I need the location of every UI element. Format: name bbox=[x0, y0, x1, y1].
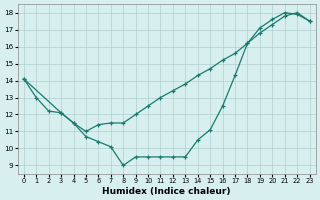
X-axis label: Humidex (Indice chaleur): Humidex (Indice chaleur) bbox=[102, 187, 231, 196]
